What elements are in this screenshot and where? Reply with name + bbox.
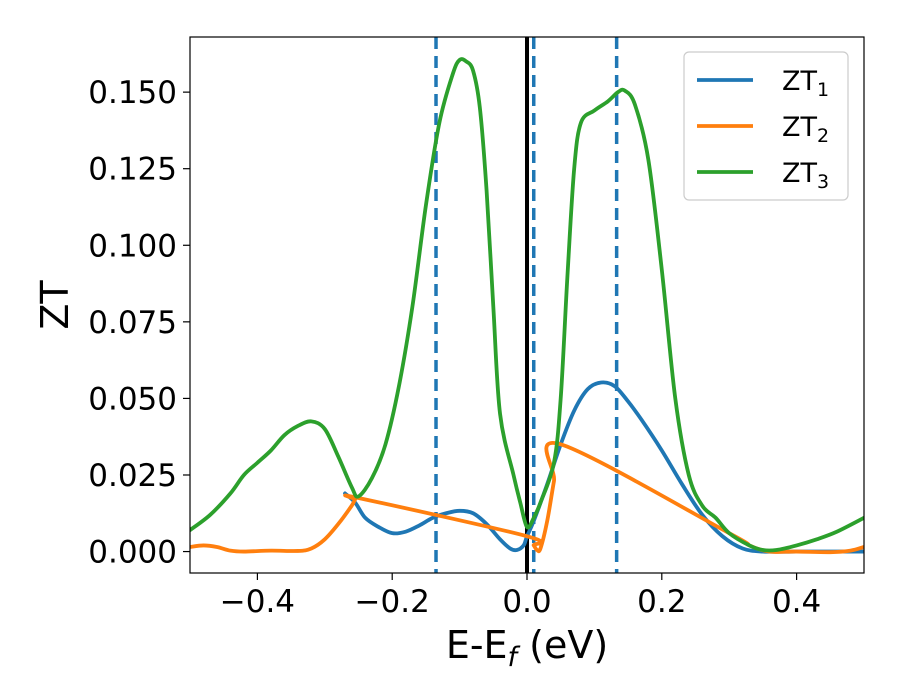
x-tick-label: −0.4 — [220, 584, 295, 620]
reference-lines — [434, 37, 619, 573]
x-tick-label: 0.2 — [637, 584, 686, 620]
y-tick-label: 0.050 — [88, 381, 177, 417]
series-layer — [190, 57, 864, 555]
y-axis-label: ZT — [33, 280, 77, 330]
y-tick-label: 0.150 — [88, 75, 177, 111]
legend-label-zt1: ZT1 — [782, 66, 829, 101]
y-axis: 0.000 0.025 0.050 0.075 0.100 0.125 0.150 — [88, 75, 190, 571]
x-tick-label: −0.2 — [355, 584, 430, 620]
x-tick-label: 0.4 — [772, 584, 821, 620]
y-tick-label: 0.000 — [88, 535, 177, 571]
series-line-zt1 — [343, 380, 864, 554]
legend-label-zt3: ZT3 — [782, 158, 829, 193]
x-axis-label: E-Ef (eV) — [446, 623, 608, 673]
series-line-zt3 — [190, 57, 864, 553]
y-tick-label: 0.075 — [88, 305, 177, 341]
y-tick-label: 0.025 — [88, 458, 177, 494]
y-tick-label: 0.100 — [88, 228, 177, 264]
x-axis: −0.4 −0.2 0.0 0.2 0.4 — [220, 573, 821, 620]
y-tick-label: 0.125 — [88, 152, 177, 188]
legend-label-zt2: ZT2 — [782, 112, 829, 147]
x-tick-label: 0.0 — [502, 584, 551, 620]
legend: ZT1 ZT2 ZT3 — [683, 51, 849, 201]
legend-box — [683, 51, 849, 201]
